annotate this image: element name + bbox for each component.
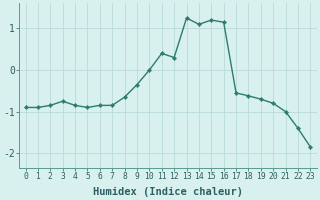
X-axis label: Humidex (Indice chaleur): Humidex (Indice chaleur) [93, 186, 243, 197]
